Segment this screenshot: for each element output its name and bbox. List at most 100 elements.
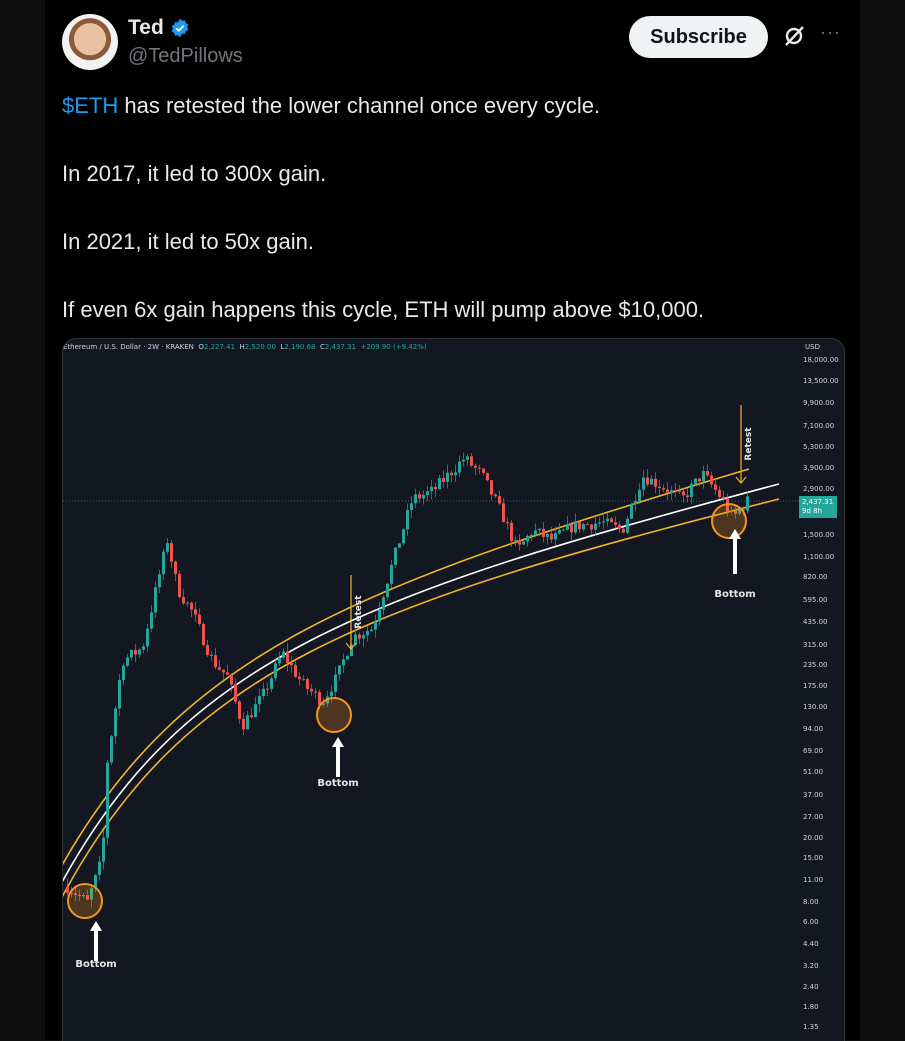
candle-body	[302, 679, 305, 681]
candle-body	[134, 649, 137, 655]
candle-body	[342, 659, 345, 666]
y-tick-label: 1.35	[803, 1023, 819, 1031]
high-value: 2,520.00	[244, 343, 276, 351]
candle-body	[422, 494, 425, 499]
grok-icon[interactable]	[782, 24, 806, 48]
candle-body	[82, 895, 85, 897]
candle-body	[470, 456, 473, 466]
candle-body	[386, 583, 389, 598]
y-tick-label: 3,900.00	[803, 464, 835, 473]
candle-body	[610, 518, 613, 523]
y-tick-label: 4.40	[803, 940, 819, 949]
bottom-label: Bottom	[714, 589, 755, 600]
y-tick-label: 1,100.00	[803, 552, 835, 561]
candle-body	[426, 491, 429, 495]
close-value: 2,437.31	[324, 343, 356, 351]
low-value: 2,190.68	[284, 343, 316, 351]
candle-body	[686, 495, 689, 498]
candle-body	[714, 484, 717, 490]
candle-body	[262, 688, 265, 697]
candle-body	[246, 715, 249, 730]
post-line-3: In 2021, it led to 50x gain.	[62, 229, 314, 254]
more-icon[interactable]: ···	[820, 22, 841, 42]
candle-body	[594, 523, 597, 530]
candle-body	[366, 631, 369, 636]
candle-body	[518, 540, 521, 545]
y-tick-label: 13,500.00	[803, 377, 839, 385]
y-tick-label: 435.00	[803, 617, 828, 626]
candle-body	[222, 669, 225, 673]
candle-body	[234, 684, 237, 702]
candle-body	[554, 533, 557, 540]
candle-body	[682, 491, 685, 496]
candle-body	[398, 543, 401, 548]
author-name-row[interactable]: Ted	[128, 16, 190, 40]
candle-body	[430, 486, 433, 492]
subscribe-button[interactable]: Subscribe	[629, 16, 768, 58]
y-tick-label: 27.00	[803, 812, 824, 821]
bottom-label: Bottom	[75, 959, 116, 970]
y-tick-label: 69.00	[803, 747, 824, 756]
candle-body	[114, 708, 117, 737]
candle-body	[362, 635, 365, 639]
author-name[interactable]: Ted	[128, 16, 164, 39]
candle-body	[530, 535, 533, 537]
candle-body	[726, 498, 729, 513]
candle-body	[494, 494, 497, 497]
post-text: $ETH has retested the lower channel once…	[62, 92, 842, 364]
candle-body	[298, 676, 301, 680]
candle-body	[178, 574, 181, 598]
candle-body	[382, 597, 385, 610]
candle-body	[698, 478, 701, 482]
candle-body	[438, 478, 441, 489]
chart-title: Ethereum / U.S. Dollar · 2W · KRAKEN	[63, 343, 194, 351]
candle-body	[590, 524, 593, 530]
y-tick-label: 175.00	[803, 681, 828, 690]
candle-body	[214, 655, 217, 668]
candle-body	[402, 529, 405, 544]
avatar[interactable]	[62, 14, 118, 70]
candle-body	[690, 483, 693, 498]
candle-body	[674, 489, 677, 491]
candle-body	[710, 475, 713, 485]
y-tick-label: 2.40	[803, 982, 819, 991]
up-arrow-icon	[90, 921, 102, 961]
post-line-4: If even 6x gain happens this cycle, ETH …	[62, 297, 705, 322]
last-price-value: 2,437.31	[802, 498, 834, 506]
candle-body	[722, 496, 725, 499]
down-arrow-icon	[735, 476, 747, 484]
candle-body	[458, 461, 461, 473]
candle-body	[118, 680, 121, 709]
candle-body	[542, 528, 545, 537]
post-line-1-text: has retested the lower channel once ever…	[118, 93, 601, 118]
bar-countdown: 9d 8h	[802, 507, 823, 515]
channel-lower	[63, 498, 780, 898]
candle-body	[418, 494, 421, 499]
candle-body	[582, 524, 585, 530]
candle-body	[618, 524, 621, 529]
candle-body	[218, 667, 221, 670]
candle-body	[662, 488, 665, 490]
y-tick-label: 315.00	[803, 640, 828, 649]
candle-body	[334, 674, 337, 692]
candle-body	[170, 543, 173, 562]
candle-body	[374, 621, 377, 630]
candle-body	[322, 703, 325, 705]
candle-body	[562, 529, 565, 531]
chart-image[interactable]: Bottom Bottom Bottom Retest Retest Ethereum …	[62, 338, 845, 1041]
candle-body	[350, 644, 353, 657]
price-axis[interactable]: USD 2,437.31 9d 8h 18,000.00 13,500.00 9,9…	[799, 339, 844, 1041]
candle-body	[454, 472, 457, 476]
candle-body	[642, 477, 645, 490]
candle-body	[474, 465, 477, 468]
y-tick-label: 9,900.00	[803, 398, 835, 407]
candle-body	[110, 736, 113, 763]
candle-body	[242, 718, 245, 730]
cashtag-link[interactable]: $ETH	[62, 93, 119, 118]
candle-body	[694, 478, 697, 484]
candle-body	[630, 504, 633, 519]
retest-circle	[67, 883, 103, 919]
author-handle[interactable]: @TedPillows	[128, 45, 243, 67]
candle-body	[166, 543, 169, 552]
y-tick-label: 15.00	[803, 854, 824, 863]
